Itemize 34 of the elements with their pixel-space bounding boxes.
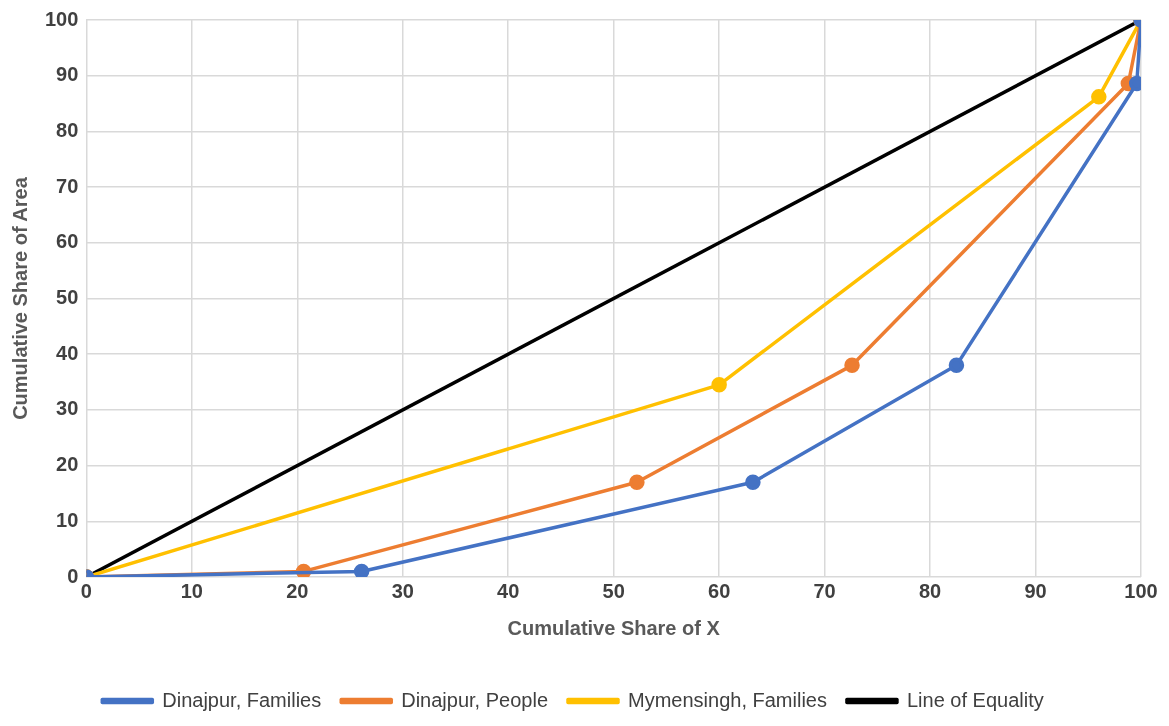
- point: [844, 357, 860, 374]
- y-tick-label: 100: [44, 7, 79, 30]
- y-tick-label: 0: [67, 564, 79, 587]
- point: [948, 357, 965, 374]
- x-tick-label: 20: [286, 579, 309, 602]
- x-tick-label: 100: [1124, 579, 1158, 602]
- y-tick-label: 40: [56, 341, 79, 364]
- x-tick-label: 10: [180, 579, 203, 602]
- y-tick-label: 10: [56, 508, 79, 531]
- x-tick-label: 90: [1024, 579, 1047, 602]
- y-tick-label: 60: [56, 230, 79, 253]
- y-axis-title: Cumulative Share of Area: [8, 176, 31, 420]
- x-tick-label: 30: [391, 579, 414, 602]
- point: [711, 377, 727, 393]
- point: [629, 474, 645, 491]
- legend-label: Dinajpur, People: [401, 688, 549, 711]
- x-tick-label: 50: [602, 579, 625, 602]
- y-tick-label: 80: [56, 118, 79, 141]
- point: [353, 563, 370, 577]
- x-tick-label: 60: [708, 579, 731, 602]
- x-tick-label: 40: [497, 579, 520, 602]
- point: [1091, 89, 1107, 105]
- y-tick-label: 50: [56, 286, 79, 309]
- x-tick-label: 70: [813, 579, 836, 602]
- y-tick-label: 30: [56, 397, 79, 420]
- y-tick-label: 20: [56, 453, 79, 476]
- y-tick-label: 90: [56, 63, 79, 86]
- legend-label: Dinajpur, Families: [162, 688, 322, 711]
- x-axis-title: Cumulative Share of X: [507, 616, 721, 639]
- legend-label: Line of Equality: [906, 688, 1044, 711]
- x-tick-label: 80: [918, 579, 942, 602]
- legend-label: Mymensingh, Families: [628, 688, 827, 711]
- y-tick-label: 70: [56, 174, 79, 197]
- point: [745, 474, 761, 491]
